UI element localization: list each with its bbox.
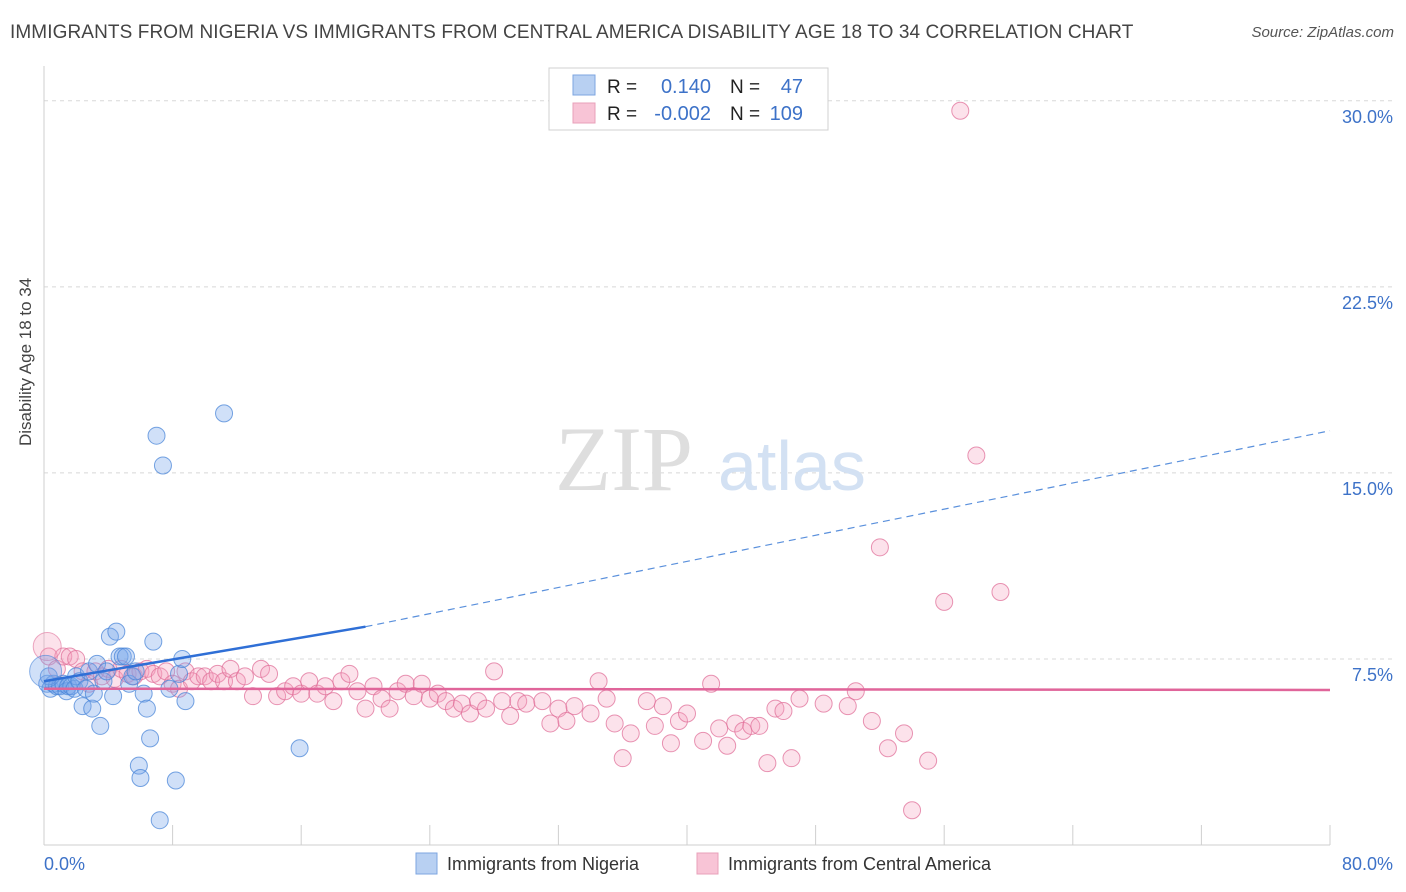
nigeria-point-23 <box>108 623 125 640</box>
central-america-point-60 <box>478 700 495 717</box>
central-america-point-74 <box>606 715 623 732</box>
central-america-point-71 <box>582 705 599 722</box>
central-america-point-83 <box>695 732 712 749</box>
central-america-point-76 <box>622 725 639 742</box>
central-america-point-108 <box>992 583 1009 600</box>
central-america-point-67 <box>542 715 559 732</box>
legend-swatch-pink <box>573 103 595 123</box>
central-america-point-33 <box>261 665 278 682</box>
central-america-point-96 <box>815 695 832 712</box>
legend-r-value-2: -0.002 <box>654 103 711 125</box>
central-america-point-86 <box>719 737 736 754</box>
central-america-point-103 <box>904 802 921 819</box>
legend-n-value-2: 109 <box>770 103 803 125</box>
central-america-point-105 <box>936 593 953 610</box>
y-tick-label-0: 7.5% <box>1352 665 1393 685</box>
y-tick-label-2: 22.5% <box>1342 293 1393 313</box>
nigeria-point-22 <box>105 688 122 705</box>
central-america-point-65 <box>518 695 535 712</box>
central-america-point-44 <box>349 683 366 700</box>
central-america-point-61 <box>486 663 503 680</box>
central-america-point-77 <box>638 693 655 710</box>
nigeria-point-15 <box>84 700 101 717</box>
central-america-point-80 <box>662 735 679 752</box>
central-america-point-66 <box>534 693 551 710</box>
series-nigeria <box>30 405 308 829</box>
x-tick-label-max: 80.0% <box>1342 854 1393 874</box>
nigeria-point-45 <box>291 740 308 757</box>
central-america-point-98 <box>847 683 864 700</box>
watermark-zip: ZIP <box>555 408 693 510</box>
nigeria-point-41 <box>171 665 188 682</box>
nigeria-point-44 <box>216 405 233 422</box>
central-america-point-79 <box>654 698 671 715</box>
legend-n-value-1: 47 <box>781 76 803 98</box>
y-tick-label-3: 30.0% <box>1342 107 1393 127</box>
central-america-point-43 <box>341 665 358 682</box>
central-america-point-94 <box>783 750 800 767</box>
central-america-point-41 <box>325 693 342 710</box>
y-tick-labels: 7.5% 15.0% 22.5% 30.0% <box>1342 107 1393 685</box>
series-legend: Immigrants from Nigeria Immigrants from … <box>416 853 992 874</box>
watermark: ZIP atlas <box>555 408 866 510</box>
central-america-point-85 <box>711 720 728 737</box>
central-america-point-40 <box>317 678 334 695</box>
nigeria-point-cluster <box>30 655 62 687</box>
legend-r-value-1: 0.140 <box>661 76 711 98</box>
central-america-point-99 <box>863 712 880 729</box>
gridlines <box>44 101 1395 659</box>
central-america-point-97 <box>839 698 856 715</box>
trend-central-america-solid <box>44 689 1330 690</box>
nigeria-point-35 <box>145 633 162 650</box>
central-america-point-72 <box>590 673 607 690</box>
bottom-legend-label-nigeria: Immigrants from Nigeria <box>447 854 640 874</box>
central-america-point-30 <box>236 668 253 685</box>
legend-r-label-1: R = <box>607 77 637 98</box>
nigeria-point-26 <box>117 648 134 665</box>
central-america-point-101 <box>871 539 888 556</box>
central-america-point-102 <box>896 725 913 742</box>
central-america-point-78 <box>646 717 663 734</box>
central-america-point-82 <box>679 705 696 722</box>
nigeria-point-34 <box>142 730 159 747</box>
bottom-legend-label-central-america: Immigrants from Central America <box>728 854 992 874</box>
central-america-point-73 <box>598 690 615 707</box>
legend-swatch-blue <box>573 75 595 95</box>
nigeria-point-43 <box>177 693 194 710</box>
central-america-point-63 <box>502 708 519 725</box>
nigeria-point-33 <box>138 700 155 717</box>
central-america-point-45 <box>357 700 374 717</box>
central-america-point-48 <box>381 700 398 717</box>
nigeria-point-36 <box>148 427 165 444</box>
central-america-point-93 <box>775 703 792 720</box>
central-america-point-62 <box>494 693 511 710</box>
scatter-chart: ZIP atlas 7.5%15.0%22.5%30.0% 0.0% 80.0% … <box>0 0 1406 892</box>
nigeria-point-37 <box>151 812 168 829</box>
central-america-point-69 <box>558 712 575 729</box>
central-america-point-75 <box>614 750 631 767</box>
legend-n-label-2: N = <box>730 104 760 125</box>
nigeria-point-31 <box>132 770 149 787</box>
nigeria-point-40 <box>167 772 184 789</box>
central-america-point-91 <box>759 755 776 772</box>
bottom-legend-swatch-blue <box>416 853 437 874</box>
legend-n-label-1: N = <box>730 77 760 98</box>
central-america-point-104 <box>920 752 937 769</box>
nigeria-point-18 <box>92 717 109 734</box>
correlation-legend: R = 0.140 N = 47 R = -0.002 N = 109 <box>549 68 828 130</box>
central-america-point-107 <box>968 447 985 464</box>
central-america-point-95 <box>791 690 808 707</box>
x-tick-label-min: 0.0% <box>44 854 85 874</box>
central-america-point-70 <box>566 698 583 715</box>
central-america-point-90 <box>751 717 768 734</box>
y-tick-label-1: 15.0% <box>1342 479 1393 499</box>
nigeria-point-38 <box>154 457 171 474</box>
central-america-point-31 <box>244 688 261 705</box>
watermark-atlas: atlas <box>718 427 866 505</box>
legend-r-label-2: R = <box>607 104 637 125</box>
central-america-point-106 <box>952 102 969 119</box>
central-america-point-100 <box>879 740 896 757</box>
bottom-legend-swatch-pink <box>697 853 718 874</box>
